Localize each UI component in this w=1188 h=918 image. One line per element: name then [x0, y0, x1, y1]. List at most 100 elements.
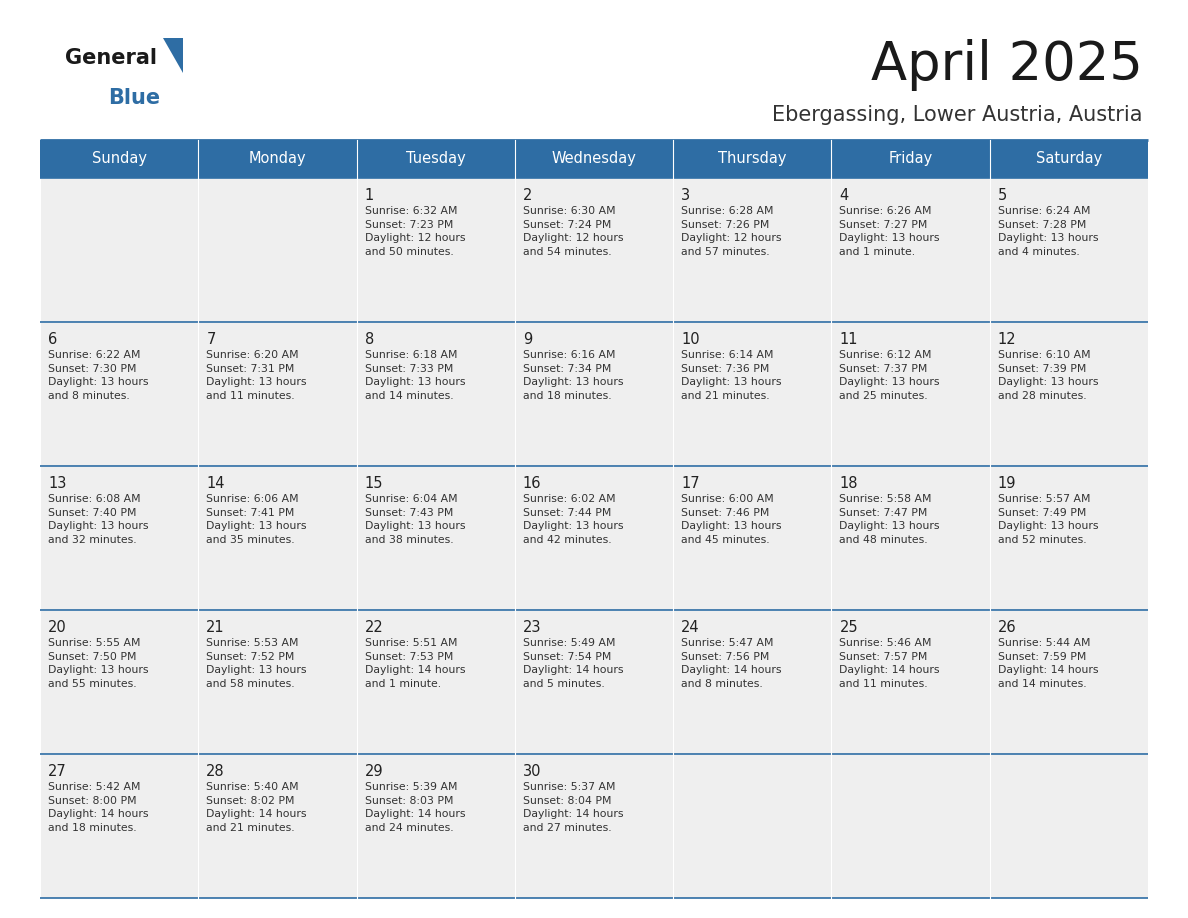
Bar — [514, 466, 674, 610]
Bar — [990, 754, 1148, 898]
Text: Sunrise: 6:30 AM
Sunset: 7:24 PM
Daylight: 12 hours
and 54 minutes.: Sunrise: 6:30 AM Sunset: 7:24 PM Dayligh… — [523, 206, 624, 257]
Text: Sunrise: 5:37 AM
Sunset: 8:04 PM
Daylight: 14 hours
and 27 minutes.: Sunrise: 5:37 AM Sunset: 8:04 PM Dayligh… — [523, 782, 624, 833]
Text: Ebergassing, Lower Austria, Austria: Ebergassing, Lower Austria, Austria — [772, 105, 1143, 125]
Text: Sunrise: 6:06 AM
Sunset: 7:41 PM
Daylight: 13 hours
and 35 minutes.: Sunrise: 6:06 AM Sunset: 7:41 PM Dayligh… — [207, 494, 307, 544]
Bar — [832, 140, 990, 178]
Text: Blue: Blue — [108, 88, 160, 108]
Text: Sunrise: 5:55 AM
Sunset: 7:50 PM
Daylight: 13 hours
and 55 minutes.: Sunrise: 5:55 AM Sunset: 7:50 PM Dayligh… — [48, 638, 148, 688]
Bar — [674, 178, 832, 322]
Text: 24: 24 — [681, 620, 700, 635]
Polygon shape — [163, 38, 183, 73]
Text: 27: 27 — [48, 764, 67, 779]
Text: Sunrise: 6:26 AM
Sunset: 7:27 PM
Daylight: 13 hours
and 1 minute.: Sunrise: 6:26 AM Sunset: 7:27 PM Dayligh… — [840, 206, 940, 257]
Bar — [674, 466, 832, 610]
Text: Sunrise: 6:04 AM
Sunset: 7:43 PM
Daylight: 13 hours
and 38 minutes.: Sunrise: 6:04 AM Sunset: 7:43 PM Dayligh… — [365, 494, 465, 544]
Text: Sunrise: 5:49 AM
Sunset: 7:54 PM
Daylight: 14 hours
and 5 minutes.: Sunrise: 5:49 AM Sunset: 7:54 PM Dayligh… — [523, 638, 624, 688]
Text: 17: 17 — [681, 476, 700, 491]
Text: Sunrise: 6:08 AM
Sunset: 7:40 PM
Daylight: 13 hours
and 32 minutes.: Sunrise: 6:08 AM Sunset: 7:40 PM Dayligh… — [48, 494, 148, 544]
Bar — [832, 322, 990, 466]
Text: 8: 8 — [365, 332, 374, 347]
Text: Sunrise: 6:24 AM
Sunset: 7:28 PM
Daylight: 13 hours
and 4 minutes.: Sunrise: 6:24 AM Sunset: 7:28 PM Dayligh… — [998, 206, 1098, 257]
Text: Sunrise: 5:51 AM
Sunset: 7:53 PM
Daylight: 14 hours
and 1 minute.: Sunrise: 5:51 AM Sunset: 7:53 PM Dayligh… — [365, 638, 465, 688]
Text: April 2025: April 2025 — [871, 39, 1143, 91]
Bar — [356, 178, 514, 322]
Text: 30: 30 — [523, 764, 542, 779]
Text: 5: 5 — [998, 188, 1007, 203]
Text: 28: 28 — [207, 764, 225, 779]
Text: Friday: Friday — [889, 151, 933, 166]
Text: Sunrise: 5:39 AM
Sunset: 8:03 PM
Daylight: 14 hours
and 24 minutes.: Sunrise: 5:39 AM Sunset: 8:03 PM Dayligh… — [365, 782, 465, 833]
Text: Sunrise: 6:10 AM
Sunset: 7:39 PM
Daylight: 13 hours
and 28 minutes.: Sunrise: 6:10 AM Sunset: 7:39 PM Dayligh… — [998, 350, 1098, 401]
Text: 9: 9 — [523, 332, 532, 347]
Bar — [674, 754, 832, 898]
Text: 12: 12 — [998, 332, 1017, 347]
Bar — [40, 466, 198, 610]
Bar — [356, 754, 514, 898]
Bar — [198, 610, 356, 754]
Bar — [40, 610, 198, 754]
Text: Sunrise: 5:47 AM
Sunset: 7:56 PM
Daylight: 14 hours
and 8 minutes.: Sunrise: 5:47 AM Sunset: 7:56 PM Dayligh… — [681, 638, 782, 688]
Bar — [832, 178, 990, 322]
Bar — [514, 140, 674, 178]
Bar — [990, 610, 1148, 754]
Text: 13: 13 — [48, 476, 67, 491]
Text: Sunrise: 5:42 AM
Sunset: 8:00 PM
Daylight: 14 hours
and 18 minutes.: Sunrise: 5:42 AM Sunset: 8:00 PM Dayligh… — [48, 782, 148, 833]
Text: 26: 26 — [998, 620, 1017, 635]
Bar — [40, 754, 198, 898]
Text: Sunrise: 6:20 AM
Sunset: 7:31 PM
Daylight: 13 hours
and 11 minutes.: Sunrise: 6:20 AM Sunset: 7:31 PM Dayligh… — [207, 350, 307, 401]
Text: Sunrise: 5:58 AM
Sunset: 7:47 PM
Daylight: 13 hours
and 48 minutes.: Sunrise: 5:58 AM Sunset: 7:47 PM Dayligh… — [840, 494, 940, 544]
Text: 15: 15 — [365, 476, 383, 491]
Text: 11: 11 — [840, 332, 858, 347]
Text: 20: 20 — [48, 620, 67, 635]
Text: 10: 10 — [681, 332, 700, 347]
Bar — [990, 466, 1148, 610]
Text: 25: 25 — [840, 620, 858, 635]
Text: Sunrise: 6:16 AM
Sunset: 7:34 PM
Daylight: 13 hours
and 18 minutes.: Sunrise: 6:16 AM Sunset: 7:34 PM Dayligh… — [523, 350, 624, 401]
Bar — [832, 466, 990, 610]
Bar — [40, 322, 198, 466]
Text: Sunrise: 5:57 AM
Sunset: 7:49 PM
Daylight: 13 hours
and 52 minutes.: Sunrise: 5:57 AM Sunset: 7:49 PM Dayligh… — [998, 494, 1098, 544]
Bar — [198, 140, 356, 178]
Text: Sunrise: 6:28 AM
Sunset: 7:26 PM
Daylight: 12 hours
and 57 minutes.: Sunrise: 6:28 AM Sunset: 7:26 PM Dayligh… — [681, 206, 782, 257]
Bar — [514, 322, 674, 466]
Bar — [514, 178, 674, 322]
Bar — [674, 322, 832, 466]
Text: 14: 14 — [207, 476, 225, 491]
Text: Sunrise: 5:40 AM
Sunset: 8:02 PM
Daylight: 14 hours
and 21 minutes.: Sunrise: 5:40 AM Sunset: 8:02 PM Dayligh… — [207, 782, 307, 833]
Bar — [356, 466, 514, 610]
Bar — [40, 140, 198, 178]
Text: Sunrise: 6:12 AM
Sunset: 7:37 PM
Daylight: 13 hours
and 25 minutes.: Sunrise: 6:12 AM Sunset: 7:37 PM Dayligh… — [840, 350, 940, 401]
Text: Sunrise: 6:02 AM
Sunset: 7:44 PM
Daylight: 13 hours
and 42 minutes.: Sunrise: 6:02 AM Sunset: 7:44 PM Dayligh… — [523, 494, 624, 544]
Text: Monday: Monday — [248, 151, 307, 166]
Bar — [514, 610, 674, 754]
Text: General: General — [65, 48, 157, 68]
Bar — [832, 754, 990, 898]
Bar — [674, 140, 832, 178]
Bar — [198, 754, 356, 898]
Text: Thursday: Thursday — [718, 151, 786, 166]
Text: Sunrise: 6:18 AM
Sunset: 7:33 PM
Daylight: 13 hours
and 14 minutes.: Sunrise: 6:18 AM Sunset: 7:33 PM Dayligh… — [365, 350, 465, 401]
Text: Wednesday: Wednesday — [551, 151, 637, 166]
Text: Sunrise: 5:46 AM
Sunset: 7:57 PM
Daylight: 14 hours
and 11 minutes.: Sunrise: 5:46 AM Sunset: 7:57 PM Dayligh… — [840, 638, 940, 688]
Text: Sunrise: 6:14 AM
Sunset: 7:36 PM
Daylight: 13 hours
and 21 minutes.: Sunrise: 6:14 AM Sunset: 7:36 PM Dayligh… — [681, 350, 782, 401]
Text: Sunrise: 5:53 AM
Sunset: 7:52 PM
Daylight: 13 hours
and 58 minutes.: Sunrise: 5:53 AM Sunset: 7:52 PM Dayligh… — [207, 638, 307, 688]
Bar — [198, 178, 356, 322]
Bar — [198, 466, 356, 610]
Text: Sunday: Sunday — [91, 151, 146, 166]
Bar — [40, 178, 198, 322]
Text: Sunrise: 5:44 AM
Sunset: 7:59 PM
Daylight: 14 hours
and 14 minutes.: Sunrise: 5:44 AM Sunset: 7:59 PM Dayligh… — [998, 638, 1098, 688]
Text: 22: 22 — [365, 620, 384, 635]
Text: Sunrise: 6:00 AM
Sunset: 7:46 PM
Daylight: 13 hours
and 45 minutes.: Sunrise: 6:00 AM Sunset: 7:46 PM Dayligh… — [681, 494, 782, 544]
Text: Saturday: Saturday — [1036, 151, 1102, 166]
Bar — [356, 322, 514, 466]
Text: 16: 16 — [523, 476, 542, 491]
Bar — [514, 754, 674, 898]
Text: 23: 23 — [523, 620, 542, 635]
Text: 29: 29 — [365, 764, 384, 779]
Text: Tuesday: Tuesday — [406, 151, 466, 166]
Bar — [356, 140, 514, 178]
Text: 19: 19 — [998, 476, 1016, 491]
Bar — [990, 140, 1148, 178]
Text: 6: 6 — [48, 332, 57, 347]
Text: 21: 21 — [207, 620, 225, 635]
